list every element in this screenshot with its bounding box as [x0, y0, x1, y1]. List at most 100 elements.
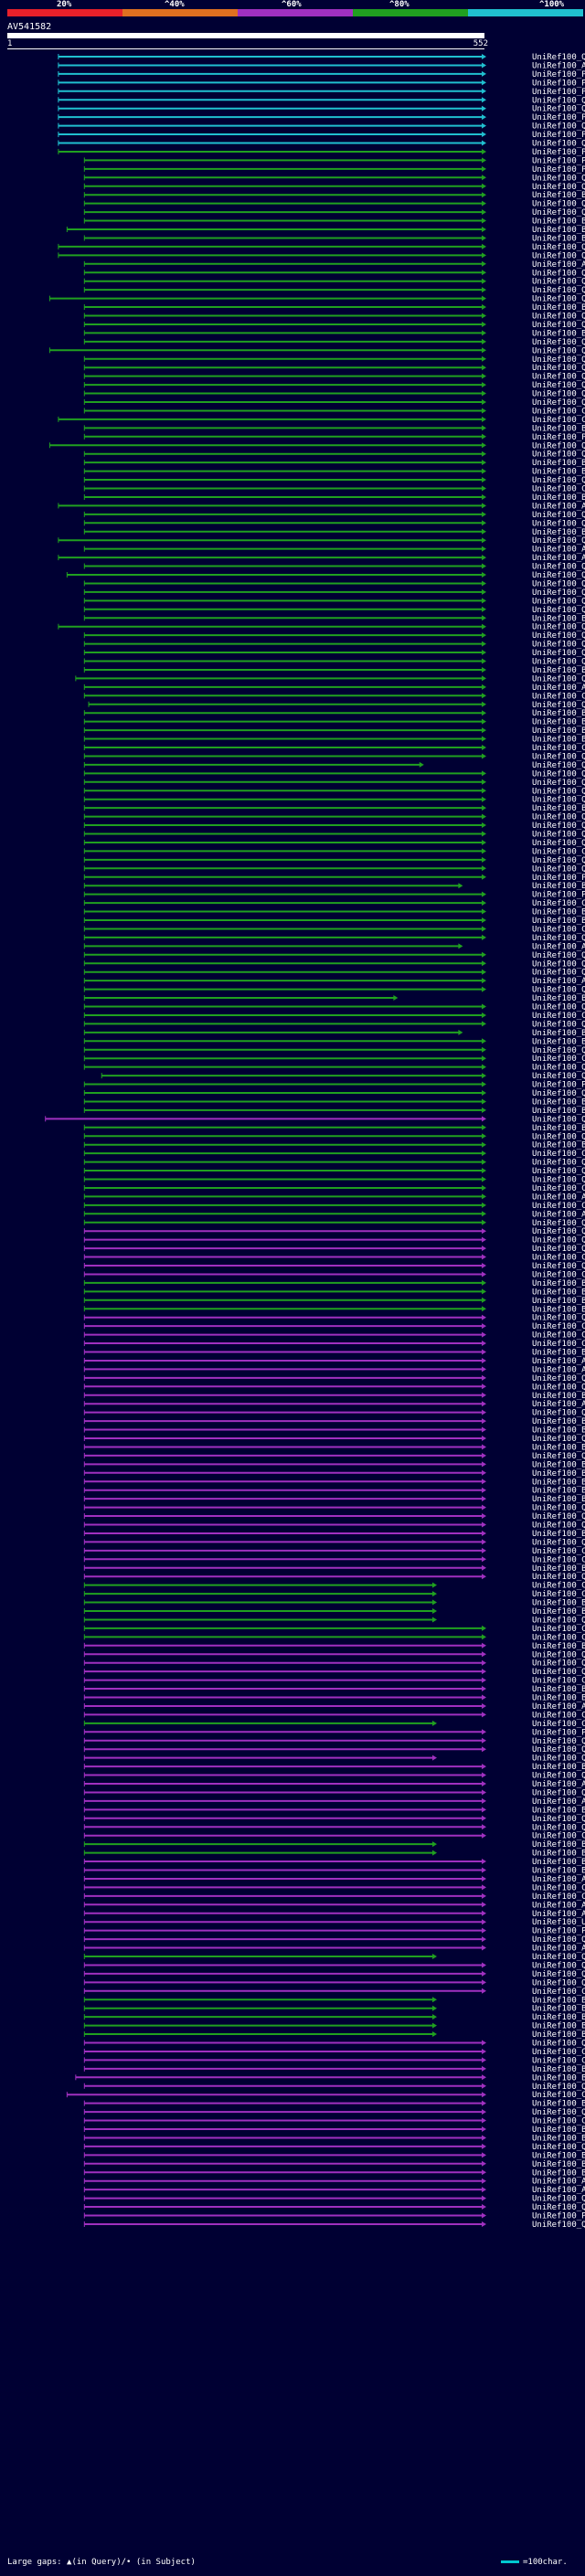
hit-label[interactable]: UniRef100_Q9JG01 [532, 1754, 585, 1764]
hit-label[interactable]: UniRef100_C5Y1A5 [532, 2056, 585, 2065]
hit-label[interactable]: UniRef100_Q7XHB3 [532, 856, 585, 865]
hit-label[interactable]: UniRef100_Q6EVB8 [532, 398, 585, 408]
hit-label[interactable]: UniRef100_Q8LNL4 [532, 813, 585, 822]
hit-label[interactable]: UniRef100_B9S9U5 [532, 424, 585, 433]
hit-label[interactable]: UniRef100_B4FB78 [532, 736, 585, 745]
hit-label[interactable]: UniRef100_P17179 [532, 131, 585, 140]
hit-label[interactable]: UniRef100_A9NU12 [532, 1357, 585, 1366]
hit-label[interactable]: UniRef100_B3VH12 [532, 1495, 585, 1504]
hit-label[interactable]: UniRef100_A2WR43 [532, 1400, 585, 1409]
hit-label[interactable]: UniRef100_C5Y3K4 [532, 2117, 585, 2126]
hit-label[interactable]: UniRef100_Q8S2R9 [532, 243, 585, 252]
hit-label[interactable]: UniRef100_B4FQ17 [532, 1858, 585, 1867]
hit-label[interactable]: UniRef100_Q05855 [532, 1616, 585, 1625]
hit-label[interactable]: UniRef100_B9SRR7 [532, 1426, 585, 1436]
hit-label[interactable]: UniRef100_Q8FVP3 [532, 597, 585, 606]
hit-label[interactable]: UniRef100_B9H4R4 [532, 2073, 585, 2083]
hit-label[interactable]: UniRef100_C6ETA6 [532, 1720, 585, 1729]
hit-label[interactable]: UniRef100_Q9LDA4 [532, 140, 585, 149]
hit-label[interactable]: UniRef100_B9P595 [532, 493, 585, 503]
hit-label[interactable]: UniRef100_B9GYK2 [532, 1443, 585, 1452]
hit-label[interactable]: UniRef100_Q23961 [532, 346, 585, 355]
hit-label[interactable]: UniRef100_B7FI14 [532, 666, 585, 675]
hit-label[interactable]: UniRef100_A2Q0DA [532, 1780, 585, 1789]
hit-label[interactable]: UniRef100_C6TKR3 [532, 1012, 585, 1021]
hit-label[interactable]: UniRef100_B9T9F2 [532, 709, 585, 718]
hit-label[interactable]: UniRef100_Q8H912 [532, 174, 585, 183]
hit-label[interactable]: UniRef100_Q43049 [532, 641, 585, 650]
hit-label[interactable]: UniRef100_C6ETB0 [532, 1340, 585, 1349]
hit-label[interactable]: UniRef100_B4F6E9 [532, 2022, 585, 2031]
hit-label[interactable]: UniRef100_Q4L145 [532, 1227, 585, 1236]
hit-label[interactable]: UniRef100_C5WFQ6 [532, 1988, 585, 1997]
hit-label[interactable]: UniRef100_P24102 [532, 165, 585, 175]
hit-label[interactable]: UniRef100_C5XGV0 [532, 1270, 585, 1279]
hit-label[interactable]: UniRef100_B6T7B1 [532, 804, 585, 813]
hit-label[interactable]: UniRef100_A9P091 [532, 1365, 585, 1374]
hit-label[interactable]: UniRef100_Q42784 [532, 969, 585, 978]
hit-label[interactable]: UniRef100_B9GUZ3 [532, 2125, 585, 2135]
hit-label[interactable]: UniRef100_Q39050 [532, 1003, 585, 1012]
hit-label[interactable]: UniRef100_B9GYK0 [532, 718, 585, 727]
hit-label[interactable]: UniRef100_Q40949 [532, 373, 585, 382]
hit-label[interactable]: UniRef100_Q43092 [532, 476, 585, 485]
hit-label[interactable]: UniRef100_A2I904 [532, 1910, 585, 1919]
hit-label[interactable]: UniRef100_Q9M4Z3 [532, 1159, 585, 1168]
hit-label[interactable]: UniRef100_B8A9Q6 [532, 1460, 585, 1469]
hit-label[interactable]: UniRef100_Q41324 [532, 1512, 585, 1521]
hit-label[interactable]: UniRef100_Q39653 [532, 1132, 585, 1141]
hit-label[interactable]: UniRef100_B4FE51 [532, 1996, 585, 2005]
hit-label[interactable]: UniRef100_Q42578 [532, 122, 585, 132]
hit-label[interactable]: UniRef100_Q02R63 [532, 1314, 585, 1323]
hit-label[interactable]: UniRef100_Q8LDY1 [532, 1772, 585, 1781]
hit-label[interactable]: UniRef100_Q23237 [532, 1046, 585, 1055]
hit-label[interactable]: UniRef100_B9T3I4 [532, 1806, 585, 1815]
hit-label[interactable]: UniRef100_B9LPA0 [532, 1107, 585, 1116]
hit-label[interactable]: UniRef100_Q5JBP5 [532, 986, 585, 995]
hit-label[interactable]: UniRef100_Q6UNK7 [532, 649, 585, 658]
hit-label[interactable]: UniRef100_B9GLK5 [532, 303, 585, 313]
hit-label[interactable]: UniRef100_Q18P08 [532, 623, 585, 632]
hit-label[interactable]: UniRef100_P07094 [532, 1927, 585, 1936]
hit-label[interactable]: UniRef100_A7P9V7 [532, 1702, 585, 1712]
hit-label[interactable]: UniRef100_Q7JXA6 [532, 1219, 585, 1228]
hit-label[interactable]: UniRef100_Q05773 [532, 1435, 585, 1444]
hit-label[interactable]: UniRef100_Q19MZ5 [532, 1236, 585, 1246]
hit-label[interactable]: UniRef100_Q9LIU6 [532, 1064, 585, 1073]
hit-label[interactable]: UniRef100_Q513F7 [532, 1668, 585, 1677]
hit-label[interactable]: UniRef100_B4FCN9 [532, 1288, 585, 1297]
hit-label[interactable]: UniRef100_B4F6F2 [532, 1840, 585, 1850]
hit-label[interactable]: UniRef100_Q6EVC9 [532, 251, 585, 260]
hit-label[interactable]: UniRef100_C6ETA7 [532, 1331, 585, 1341]
hit-label[interactable]: UniRef100_Q6JKN8 [532, 658, 585, 667]
hit-label[interactable]: UniRef100_Q6EVB5 [532, 536, 585, 546]
hit-label[interactable]: UniRef100_Q8S5Y4 [532, 959, 585, 969]
hit-label[interactable]: UniRef100_B9SC77 [532, 614, 585, 623]
hit-label[interactable]: UniRef100_B0ZC10 [532, 1530, 585, 1539]
hit-label[interactable]: UniRef100_C6ETA3 [532, 1582, 585, 1591]
hit-label[interactable]: UniRef100_Q5JBR2 [532, 1823, 585, 1832]
hit-label[interactable]: UniRef100_C6ETB1 [532, 1883, 585, 1892]
hit-label[interactable]: UniRef100_P15232 [532, 88, 585, 97]
hit-label[interactable]: UniRef100_Q18P07 [532, 519, 585, 528]
hit-label[interactable]: UniRef100_A4UN78 [532, 554, 585, 563]
hit-label[interactable]: UniRef100_C5WFQ2 [532, 1832, 585, 1841]
hit-label[interactable]: UniRef100_Q39652 [532, 1167, 585, 1176]
hit-label[interactable]: UniRef100_B9MVR4 [532, 1642, 585, 1651]
hit-label[interactable]: UniRef100_P00679 [532, 891, 585, 900]
hit-label[interactable]: UniRef100_Q0J4J6 [532, 1383, 585, 1392]
hit-label[interactable]: UniRef100_Q27U89 [532, 1176, 585, 1185]
hit-label[interactable]: UniRef100_Q43099 [532, 338, 585, 347]
hit-label[interactable]: UniRef100_Q43212 [532, 2083, 585, 2092]
hit-label[interactable]: UniRef100_C6TG60 [532, 1055, 585, 1064]
hit-label[interactable]: UniRef100_Q56YT4 [532, 761, 585, 770]
hit-label[interactable]: UniRef100_B6T3V1 [532, 1279, 585, 1288]
hit-label[interactable]: UniRef100_Q6UBM4 [532, 796, 585, 805]
hit-label[interactable]: UniRef100_P17180 [532, 148, 585, 157]
hit-label[interactable]: UniRef100_C6ETH4 [532, 1625, 585, 1634]
hit-label[interactable]: UniRef100_A2XEA2 [532, 977, 585, 986]
hit-label[interactable]: UniRef100_Q22443 [532, 355, 585, 365]
hit-label[interactable]: UniRef100_B9S4R6 [532, 1392, 585, 1401]
hit-label[interactable]: UniRef100_Q02468 [532, 1521, 585, 1531]
hit-label[interactable]: UniRef100_B4FKV6 [532, 908, 585, 917]
